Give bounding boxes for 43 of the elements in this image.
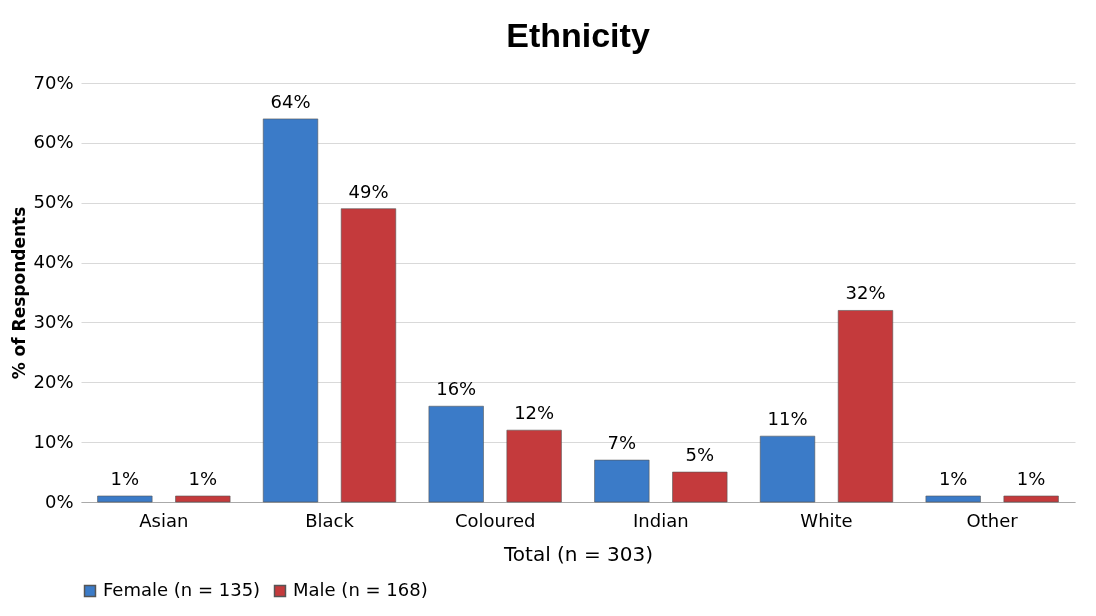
y-tick-label: 20%	[33, 370, 74, 392]
x-tick-label: Black	[305, 509, 355, 531]
data-label: 1%	[1016, 468, 1046, 490]
data-label: 49%	[348, 180, 389, 202]
chart-title: Ethnicity	[506, 16, 650, 54]
y-axis-title: % of Respondents	[9, 206, 30, 380]
data-label: 16%	[436, 378, 477, 400]
data-label: 1%	[110, 468, 140, 490]
y-tick-label: 40%	[33, 251, 74, 273]
bar	[428, 405, 484, 503]
bar	[340, 208, 397, 503]
bar	[262, 118, 319, 503]
x-axis-title: Total (n = 303)	[503, 541, 653, 566]
legend-label: Female (n = 135)	[103, 579, 261, 600]
y-tick-label: 10%	[33, 430, 74, 452]
data-label: 5%	[685, 444, 715, 466]
y-tick-label: 50%	[33, 191, 74, 213]
y-tick-label: 70%	[33, 71, 74, 93]
x-tick-label: Other	[966, 509, 1019, 531]
bar	[759, 435, 816, 503]
bar	[175, 495, 231, 503]
x-tick-label: Asian	[139, 509, 189, 531]
x-tick-label: Indian	[633, 509, 689, 531]
bar	[506, 429, 562, 503]
data-label: 1%	[188, 468, 218, 490]
data-label: 1%	[938, 468, 968, 490]
data-label: 64%	[270, 90, 311, 112]
data-label: 11%	[767, 408, 808, 430]
y-tick-label: 0%	[44, 490, 74, 512]
bar	[97, 495, 153, 503]
data-label: 12%	[514, 402, 555, 424]
y-tick-label: 30%	[33, 310, 74, 332]
x-tick-label: Coloured	[454, 509, 536, 531]
y-tick-label: 60%	[33, 131, 74, 153]
bar	[925, 495, 981, 503]
bar	[837, 310, 894, 503]
data-label: 32%	[845, 282, 886, 304]
bar	[1003, 495, 1059, 503]
data-label: 7%	[607, 432, 637, 454]
legend-label: Male (n = 168)	[293, 579, 428, 600]
x-tick-label: White	[800, 509, 853, 531]
bar	[594, 459, 650, 503]
bar	[672, 471, 728, 503]
